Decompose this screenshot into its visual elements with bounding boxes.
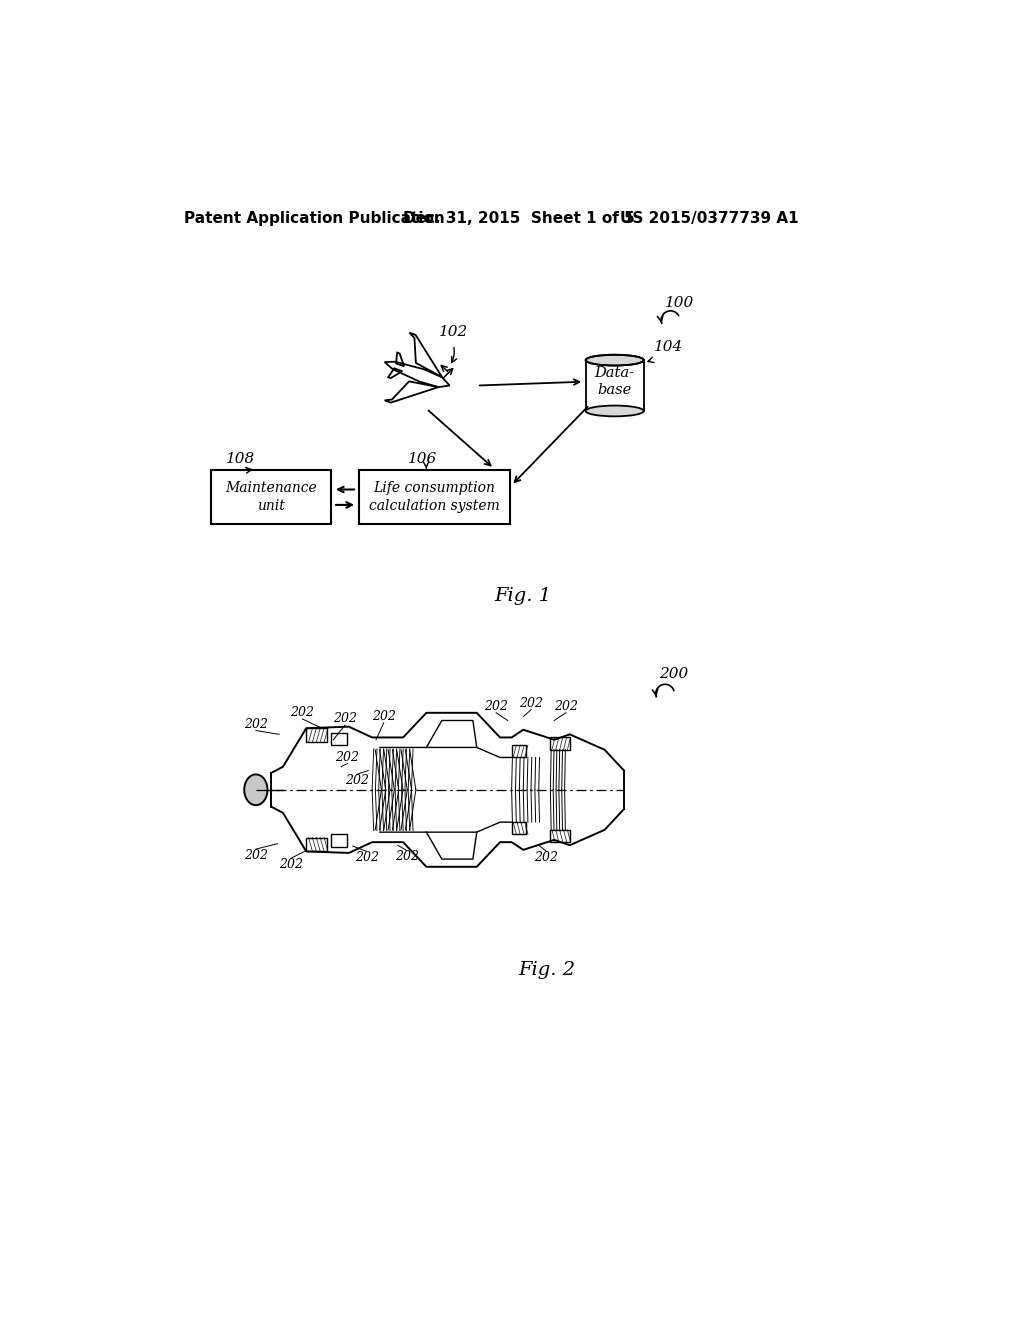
Text: 102: 102 — [439, 325, 468, 338]
Polygon shape — [512, 744, 525, 758]
Text: 202: 202 — [372, 710, 395, 723]
Ellipse shape — [245, 775, 267, 805]
Polygon shape — [550, 830, 569, 842]
Text: 202: 202 — [244, 718, 268, 731]
Text: 202: 202 — [244, 849, 268, 862]
Text: 202: 202 — [291, 706, 314, 719]
Text: 202: 202 — [484, 700, 508, 713]
Polygon shape — [512, 822, 525, 834]
Polygon shape — [306, 838, 328, 851]
Text: 202: 202 — [535, 851, 558, 865]
Text: 202: 202 — [395, 850, 419, 863]
Text: 202: 202 — [279, 858, 303, 871]
Text: 100: 100 — [665, 296, 694, 310]
Text: 202: 202 — [333, 713, 357, 726]
Text: 104: 104 — [653, 341, 683, 354]
Polygon shape — [331, 733, 347, 744]
Polygon shape — [586, 360, 644, 411]
Polygon shape — [358, 470, 510, 524]
Text: Fig. 2: Fig. 2 — [518, 961, 575, 978]
Text: Fig. 1: Fig. 1 — [495, 587, 552, 605]
Text: Dec. 31, 2015  Sheet 1 of 5: Dec. 31, 2015 Sheet 1 of 5 — [403, 211, 635, 226]
Text: 202: 202 — [335, 751, 359, 764]
Text: 202: 202 — [345, 774, 369, 787]
Text: Data-
base: Data- base — [595, 366, 635, 397]
Text: 106: 106 — [408, 451, 437, 466]
Text: 108: 108 — [225, 451, 255, 466]
Text: US 2015/0377739 A1: US 2015/0377739 A1 — [621, 211, 799, 226]
Text: 202: 202 — [354, 851, 379, 865]
Text: Patent Application Publication: Patent Application Publication — [183, 211, 444, 226]
Text: Maintenance
unit: Maintenance unit — [225, 480, 317, 513]
Text: 200: 200 — [658, 667, 688, 681]
Ellipse shape — [586, 405, 644, 416]
Ellipse shape — [586, 355, 644, 366]
Text: Life consumption
calculation system: Life consumption calculation system — [369, 480, 500, 513]
Text: 202: 202 — [554, 700, 578, 713]
Polygon shape — [306, 729, 328, 742]
Polygon shape — [331, 834, 347, 847]
Polygon shape — [211, 470, 332, 524]
Polygon shape — [550, 738, 569, 750]
Text: 202: 202 — [519, 697, 543, 710]
